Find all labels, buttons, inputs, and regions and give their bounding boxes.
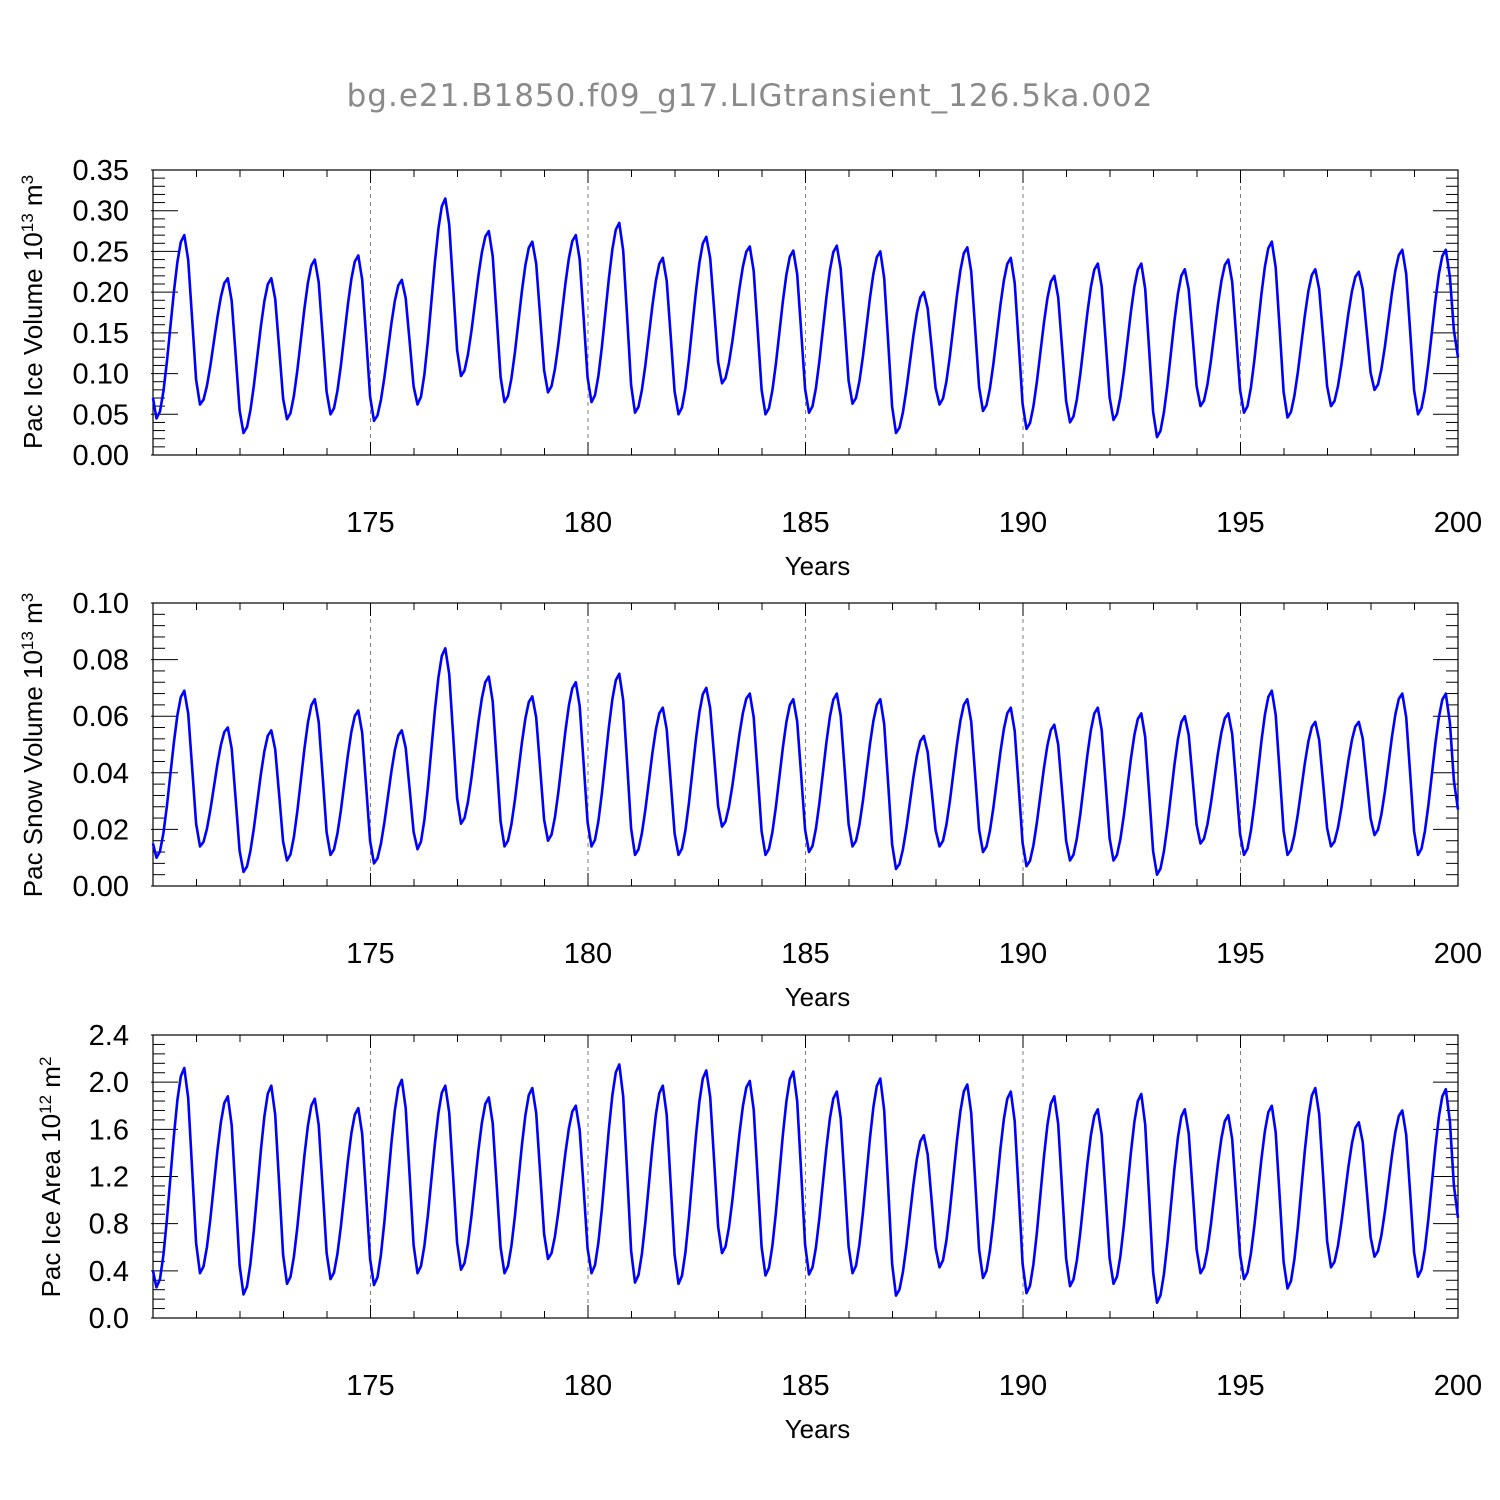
y-tick-label: 0.00 [73,440,129,472]
y-tick-label: 0.06 [73,701,129,733]
x-tick-label: 175 [346,938,394,970]
x-tick-label: 195 [1216,938,1264,970]
x-tick-label: 190 [999,507,1047,539]
y-tick-label: 0.10 [73,588,129,620]
y-tick-label: 2.0 [89,1067,129,1099]
x-tick-label: 185 [781,938,829,970]
series-line [151,1063,1460,1304]
y-tick-label: 0.8 [89,1209,129,1241]
y-axis-title: Pac Snow Volume 1013 m3 [18,593,49,897]
y-tick-label: 1.6 [89,1114,129,1146]
figure-title: bg.e21.B1850.f09_g17.LIGtransient_126.5k… [346,78,1154,114]
x-tick-label: 200 [1434,507,1482,539]
x-tick-label: 175 [346,507,394,539]
x-tick-label: 180 [564,938,612,970]
y-axis-title: Pac Ice Volume 1013 m3 [18,175,49,449]
x-tick-label: 175 [346,1370,394,1402]
y-tick-label: 0.25 [73,236,129,268]
y-tick-label: 0.02 [73,814,129,846]
x-tick-label: 185 [781,1370,829,1402]
y-tick-label: 0.15 [73,318,129,350]
y-tick-label: 0.20 [73,277,129,309]
y-tick-label: 0.10 [73,359,129,391]
y-tick-label: 1.2 [89,1162,129,1194]
series-line [151,197,1460,439]
y-tick-label: 0.00 [73,871,129,903]
y-tick-label: 0.30 [73,196,129,228]
y-tick-label: 0.0 [89,1303,129,1335]
x-tick-label: 190 [999,1370,1047,1402]
x-tick-label: 180 [564,1370,612,1402]
x-axis-title: Years [785,982,851,1012]
x-tick-label: 195 [1216,507,1264,539]
y-axis-title: Pac Ice Area 1012 m2 [36,1057,67,1298]
panel-3: 175 180 185 190 195 200 0.0 0.4 0.8 1.2 1.6 2.0 2.4 Y… [36,1020,1483,1444]
x-axis-title: Years [785,1414,851,1444]
y-tick-label: 0.08 [73,645,129,677]
y-tick-label: 0.35 [73,155,129,187]
x-tick-label: 190 [999,938,1047,970]
panel-2: 175 180 185 190 195 200 0.00 0.02 0.04 0.06 0.08 0.… [18,588,1483,1012]
y-tick-label: 0.4 [89,1256,129,1288]
x-tick-label: 195 [1216,1370,1264,1402]
panel-1: 175 180 185 190 195 200 0.00 0.05 0.10 0.15 0.20 0.… [18,155,1483,581]
x-axis-title: Years [785,551,851,581]
x-tick-label: 180 [564,507,612,539]
x-tick-label: 200 [1434,1370,1482,1402]
x-tick-label: 185 [781,507,829,539]
y-tick-label: 2.4 [89,1020,129,1052]
x-tick-label: 200 [1434,938,1482,970]
y-tick-label: 0.04 [73,758,129,790]
series-line [151,647,1460,876]
y-tick-label: 0.05 [73,399,129,431]
